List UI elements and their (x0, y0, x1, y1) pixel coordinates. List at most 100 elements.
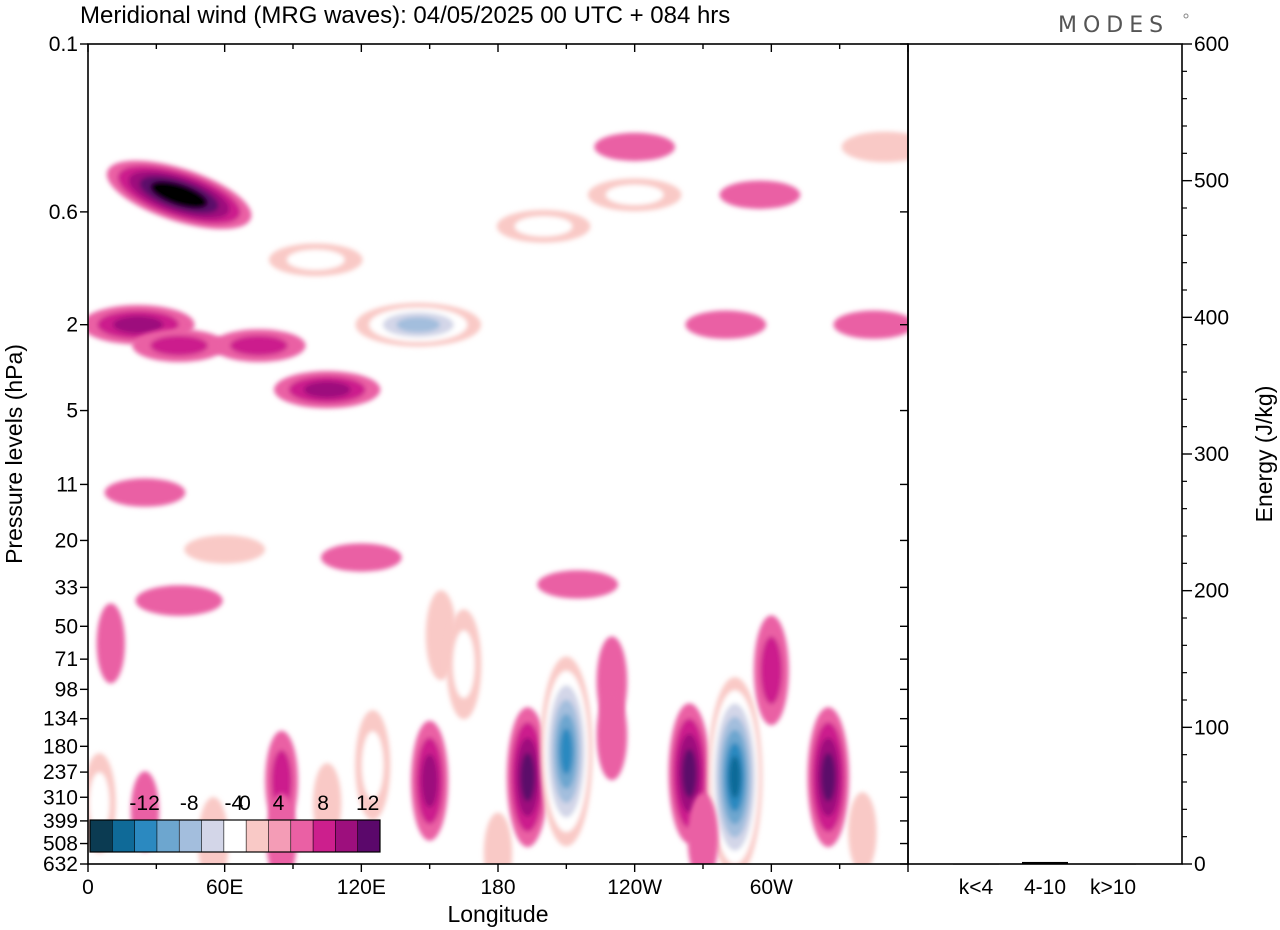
wind-anomaly-5 (104, 478, 186, 507)
y-tick-label: 632 (43, 853, 78, 876)
wind-anomaly-6 (594, 132, 676, 162)
y-tick-label: 134 (43, 708, 78, 731)
colorbar-label: 12 (356, 792, 379, 815)
brand-mark-icon (1183, 13, 1189, 19)
colorbar-swatch (290, 820, 314, 852)
wind-anomaly-39 (687, 793, 719, 864)
energy-tick-label: 600 (1194, 33, 1229, 56)
y-tick-label: 508 (43, 833, 78, 856)
colorbar-swatch (201, 820, 225, 852)
wind-anomaly-24 (596, 690, 628, 781)
wind-anomaly-12 (496, 209, 591, 243)
wind-anomaly-13 (587, 178, 682, 212)
colorbar-swatch (223, 820, 247, 852)
contour-band (396, 317, 441, 333)
contour-band (483, 812, 513, 864)
energy-axes: 0 100 200 300 400 500 600 k<4 4-10 k>10 (959, 33, 1229, 899)
contour-band (520, 752, 535, 802)
wind-anomaly-28 (411, 720, 449, 841)
colorbar-swatch (156, 820, 180, 852)
colorbar-swatch (313, 820, 336, 852)
colorbar-label: -12 (129, 792, 159, 815)
energy-bar-1 (1022, 861, 1068, 864)
contour-band (184, 535, 266, 564)
y-tick-label: 237 (43, 761, 78, 784)
energy-category-label: 4-10 (1024, 876, 1066, 899)
energy-bar-0 (953, 863, 999, 865)
energy-bars (953, 861, 1136, 865)
wind-anomaly-22 (753, 615, 789, 726)
colorbar-label: 0 (239, 792, 251, 815)
wind-anomaly-2 (132, 329, 226, 363)
y-tick-label: 33 (55, 576, 78, 599)
energy-tick-label: 200 (1194, 580, 1229, 603)
colorbar-swatch (112, 820, 136, 852)
y-axis-title: Pressure levels (hPa) (1, 344, 27, 564)
x-tick-label: 120E (337, 876, 386, 899)
colorbar-label: 4 (273, 792, 285, 815)
x-tick-label: 60E (206, 876, 243, 899)
contour-band (760, 636, 783, 705)
x-tick-label: 120W (607, 876, 662, 899)
contour-band (421, 754, 438, 808)
contour-band (161, 186, 197, 204)
colorbar-swatch (335, 820, 359, 852)
contour-band (685, 310, 767, 339)
wind-anomaly-40 (848, 792, 877, 864)
wind-anomaly-20 (537, 570, 619, 599)
x-tick-label: 60W (750, 876, 793, 899)
contour-band (682, 748, 697, 798)
y-tick-label: 5 (66, 400, 78, 423)
energy-category-label: k>10 (1090, 876, 1136, 899)
contour-band (729, 756, 741, 799)
energy-tick-label: 500 (1194, 170, 1229, 193)
wind-anomaly-17 (446, 609, 482, 720)
contour-band (719, 180, 801, 210)
y-tick-label: 11 (56, 473, 78, 496)
y-tick-label: 71 (55, 648, 78, 671)
colorbar-frame (89, 819, 381, 853)
wind-anomaly-23 (96, 603, 125, 684)
wind-anomaly-19 (135, 585, 223, 616)
energy-tick-label: 100 (1194, 716, 1229, 739)
energy-category-label: k<4 (959, 876, 994, 899)
contour-band (841, 131, 908, 163)
contour-band (150, 335, 208, 356)
wind-anomaly-33 (807, 707, 850, 848)
contour-band (113, 315, 164, 334)
heatmap-plot-frame (87, 43, 909, 865)
contour-band (104, 478, 186, 507)
contour-band (596, 690, 628, 781)
wind-anomaly-11 (355, 302, 482, 347)
wind-anomaly-9 (719, 180, 801, 210)
contour-band (303, 381, 351, 398)
contour-band (594, 132, 676, 162)
wind-anomaly-18 (320, 543, 402, 572)
x-axis-title: Longitude (447, 901, 548, 927)
wind-anomaly-10 (268, 243, 363, 277)
contour-band (89, 772, 110, 834)
contour-band (135, 585, 223, 616)
wind-anomaly-32 (707, 677, 763, 864)
contour-band (453, 630, 475, 699)
wind-anomaly-8 (833, 310, 908, 339)
colorbar-swatch (357, 820, 381, 852)
x-tick-label: 180 (480, 876, 515, 899)
y-tick-label: 399 (43, 810, 78, 833)
contour-band (687, 793, 719, 864)
contour-band (821, 752, 836, 802)
energy-bar-2 (1090, 863, 1136, 865)
colorbar-swatch (179, 820, 203, 852)
colorbar: -12 -8 -40 4 8 12 (89, 792, 381, 853)
contour-band (361, 731, 384, 799)
wind-anomaly-16 (184, 535, 266, 564)
wind-anomaly-3 (212, 329, 306, 363)
wind-anomaly-14 (841, 131, 908, 163)
bar-plot-frame (907, 43, 1183, 865)
contour-band (605, 184, 664, 205)
chart-title: Meridional wind (MRG waves): 04/05/2025 … (80, 2, 730, 29)
wind-anomaly-4 (273, 371, 381, 409)
y-tick-label: 98 (55, 678, 78, 701)
wind-anomaly-30 (540, 656, 593, 847)
